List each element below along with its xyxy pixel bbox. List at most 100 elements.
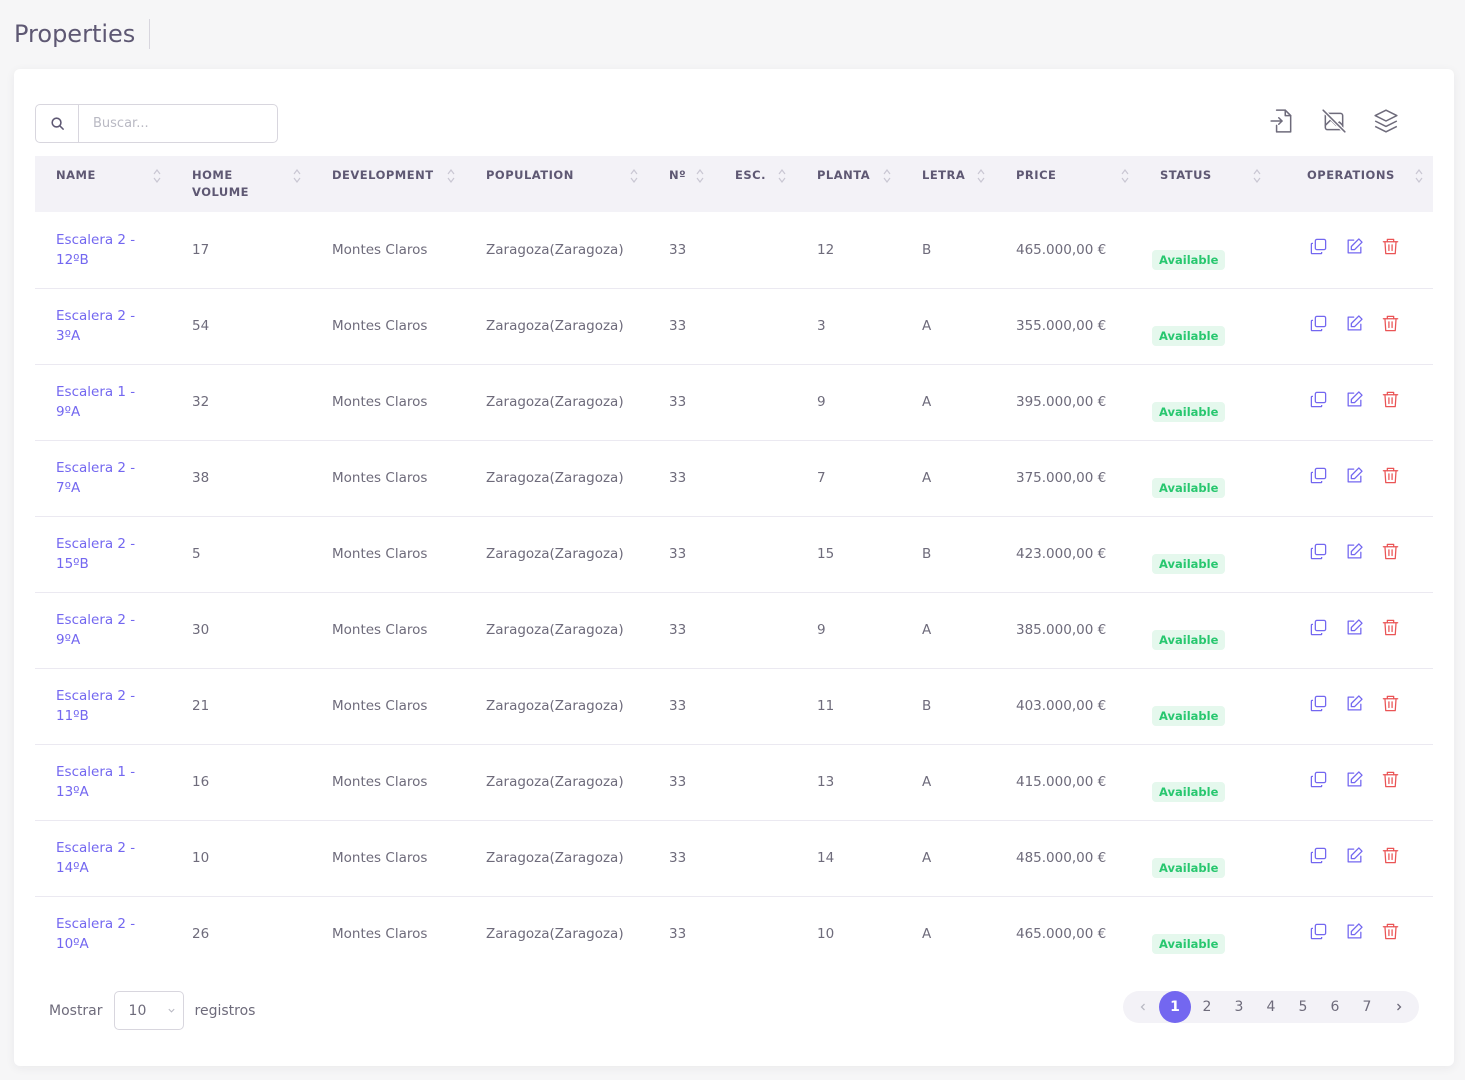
cell-letra: A [901,440,995,517]
property-name-link[interactable]: Escalera 2 -11ºB [56,688,136,724]
header-name[interactable]: NAME [35,156,171,212]
header-operations[interactable]: OPERATIONS [1271,156,1433,212]
cell-esc [714,364,796,441]
duplicate-button[interactable] [1308,693,1328,713]
import-button[interactable] [1268,107,1296,135]
table-row: Escalera 2 -15ºB 5 Montes Claros Zaragoza(Z… [35,516,1433,593]
cell-planta: 14 [796,820,901,897]
duplicate-button[interactable] [1308,845,1328,865]
header-esc[interactable]: ESC. [714,156,796,212]
cell-esc [714,440,796,517]
property-name-link[interactable]: Escalera 2 -3ºA [56,308,136,344]
sort-icon [696,169,704,183]
page-1-button[interactable]: 1 [1159,991,1191,1023]
status-badge: Available [1152,782,1226,802]
table-row: Escalera 2 -3ºA 54 Montes Claros Zaragoza(Z… [35,288,1433,365]
cell-development: Montes Claros [311,516,465,593]
delete-button[interactable] [1380,389,1400,409]
header-home-volume[interactable]: HOME VOLUME [171,156,311,212]
edit-button[interactable] [1344,693,1364,713]
duplicate-button[interactable] [1308,237,1328,257]
search-input[interactable] [79,105,277,142]
edit-button[interactable] [1344,389,1364,409]
edit-button[interactable] [1344,921,1364,941]
duplicate-button[interactable] [1308,617,1328,637]
cell-status: Available [1139,668,1271,745]
trash-icon [1382,847,1398,863]
header-number[interactable]: Nº [648,156,714,212]
page-size-select[interactable]: 10 [113,991,184,1030]
cell-letra: A [901,744,995,821]
header-price[interactable]: PRICE [995,156,1139,212]
edit-button[interactable] [1344,465,1364,485]
cell-name: Escalera 2 -3ºA [35,288,171,365]
page-4-button[interactable]: 4 [1266,999,1276,1015]
edit-button[interactable] [1344,541,1364,561]
properties-table: NAME HOME VOLUME DEVELOPMENT POPULATION … [35,156,1433,972]
property-name-link[interactable]: Escalera 1 -13ºA [56,764,136,800]
cell-home-volume: 5 [171,516,311,593]
page-6-button[interactable]: 6 [1330,999,1340,1015]
cell-development: Montes Claros [311,592,465,669]
cell-home-volume: 10 [171,820,311,897]
header-letra[interactable]: LETRA [901,156,995,212]
delete-button[interactable] [1380,693,1400,713]
prev-page-button[interactable] [1127,991,1159,1023]
cell-price: 403.000,00 € [995,668,1139,745]
header-population[interactable]: POPULATION [465,156,648,212]
page-3-button[interactable]: 3 [1234,999,1244,1015]
cell-esc [714,744,796,821]
edit-button[interactable] [1344,845,1364,865]
properties-card: NAME HOME VOLUME DEVELOPMENT POPULATION … [14,69,1454,1066]
cell-status: Available [1139,896,1271,972]
delete-button[interactable] [1380,921,1400,941]
duplicate-icon [1310,619,1326,635]
cell-development: Montes Claros [332,926,428,943]
edit-button[interactable] [1344,313,1364,333]
property-name-link[interactable]: Escalera 2 -7ºA [56,460,136,496]
duplicate-button[interactable] [1308,313,1328,333]
property-name-link[interactable]: Escalera 2 -9ºA [56,612,136,648]
delete-button[interactable] [1380,617,1400,637]
trash-icon [1382,923,1398,940]
duplicate-button[interactable] [1308,769,1328,789]
edit-button[interactable] [1344,237,1364,257]
duplicate-button[interactable] [1308,541,1328,561]
status-badge: Available [1152,402,1226,422]
delete-button[interactable] [1380,769,1400,789]
delete-button[interactable] [1380,465,1400,485]
edit-icon [1347,314,1363,330]
duplicate-button[interactable] [1308,465,1328,485]
cell-letra: A [901,820,995,897]
cell-home-volume: 30 [171,592,311,669]
edit-button[interactable] [1344,617,1364,637]
cell-number: 33 [648,516,714,593]
duplicate-button[interactable] [1308,921,1328,941]
delete-button[interactable] [1380,541,1400,561]
delete-button[interactable] [1380,237,1400,257]
page-5-button[interactable]: 5 [1298,999,1308,1015]
page-7-button[interactable]: 7 [1362,999,1372,1015]
cell-planta: 3 [796,288,901,365]
page-2-button[interactable]: 2 [1202,999,1212,1015]
header-development[interactable]: DEVELOPMENT [311,156,465,212]
header-planta[interactable]: PLANTA [796,156,901,212]
delete-button[interactable] [1380,845,1400,865]
cell-letra: A [901,288,995,365]
header-status[interactable]: STATUS [1139,156,1271,212]
edit-button[interactable] [1344,769,1364,789]
next-page-button[interactable] [1383,991,1415,1023]
search-button[interactable] [36,105,79,142]
property-name-link[interactable]: Escalera 2 -15ºB [56,536,136,572]
layers-button[interactable] [1372,107,1400,135]
hide-images-button[interactable] [1320,107,1348,135]
cell-name: Escalera 2 -10ºA [35,896,171,972]
cell-operations [1271,668,1433,745]
property-name-link[interactable]: Escalera 2 -12ºB [56,231,136,268]
property-name-link[interactable]: Escalera 1 -9ºA [56,384,136,420]
duplicate-button[interactable] [1308,389,1328,409]
property-name-link[interactable]: Escalera 2 -10ºA [56,916,136,953]
table-row: Escalera 2 -11ºB 21 Montes Claros Zaragoza(… [35,668,1433,745]
property-name-link[interactable]: Escalera 2 -14ºA [56,840,136,876]
delete-button[interactable] [1380,313,1400,333]
